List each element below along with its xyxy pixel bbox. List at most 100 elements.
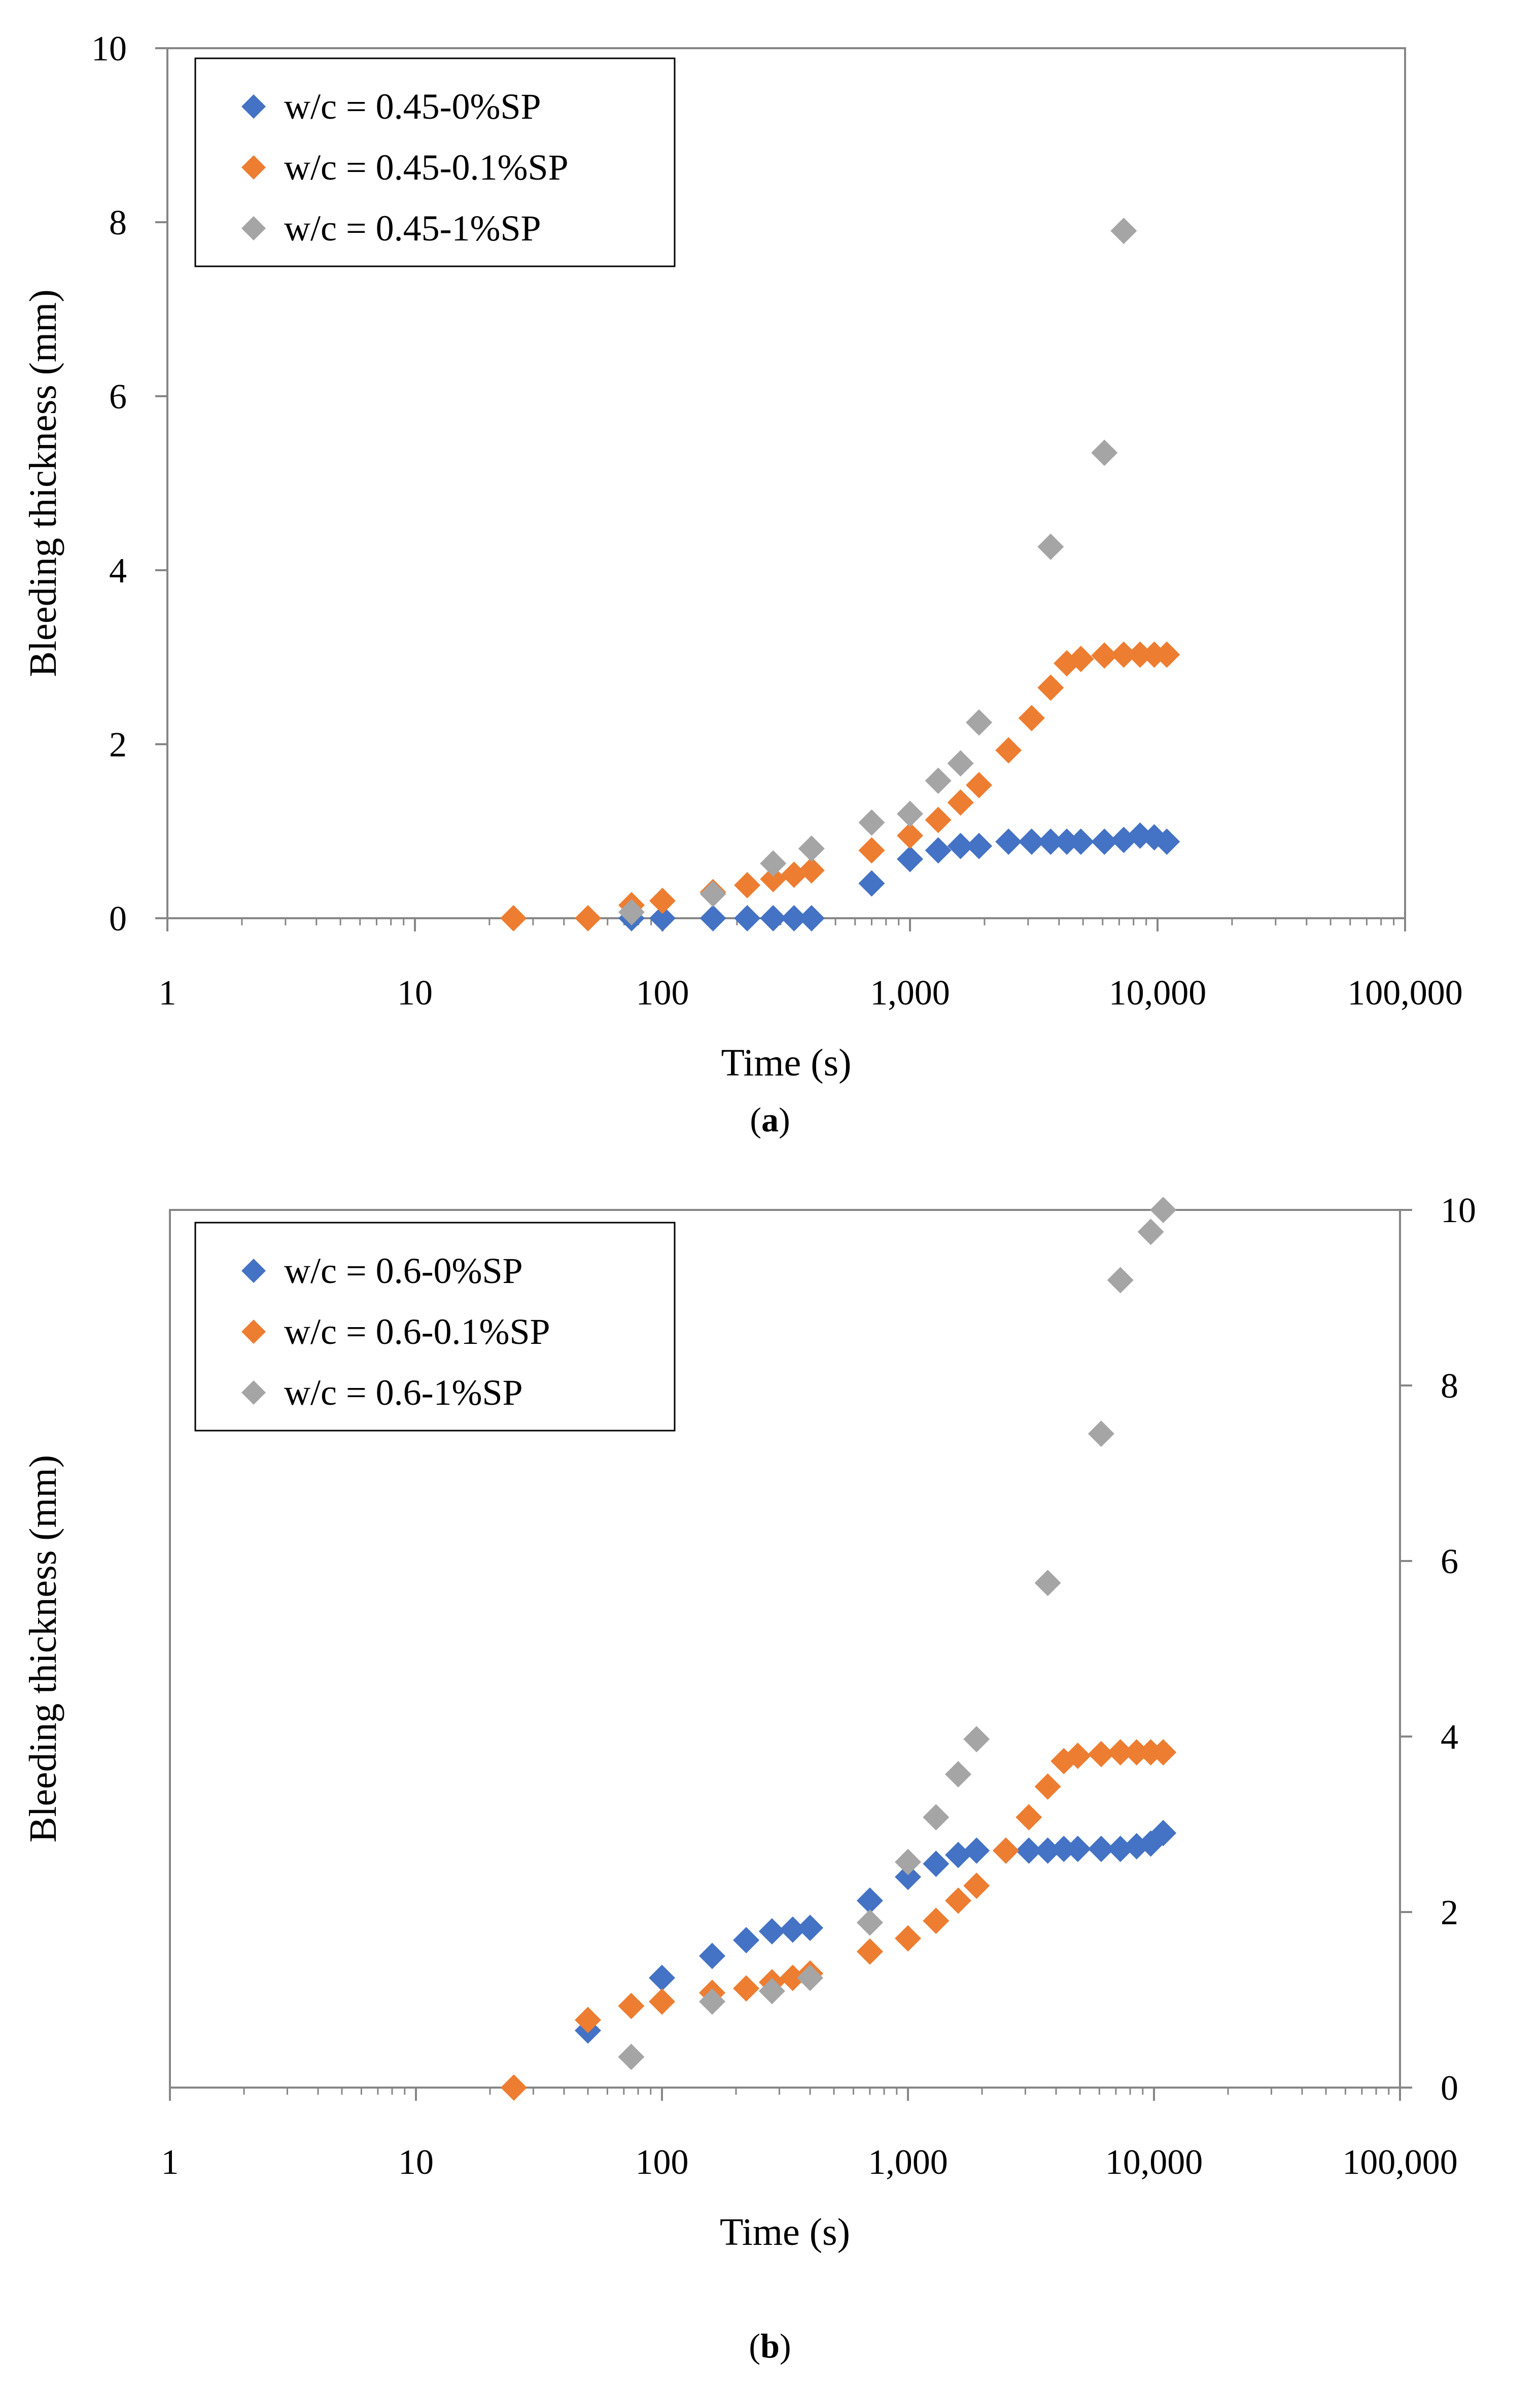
- chart-panel-b: 1 10 100 1,000 10,000 100,000 0 2 4 6 8 10 Time (s) B…: [22, 1197, 1476, 2253]
- data-point-b-s0: [733, 1927, 760, 1954]
- data-point-b-s2: [698, 1988, 725, 2015]
- data-point-a-s1: [1127, 641, 1153, 668]
- y-axis-title-a: Bleeding thickness (mm): [22, 289, 64, 677]
- legend-marker-b-s2: [241, 1380, 266, 1405]
- legend-label-a-s2: w/c = 0.45-1%SP: [284, 208, 541, 249]
- data-point-b-s0: [944, 1842, 971, 1868]
- data-point-b-s1: [1064, 1743, 1091, 1770]
- data-point-b-s2: [618, 2043, 645, 2070]
- y-tick-label-b: 6: [1441, 1542, 1458, 1581]
- data-point-a-s0: [1091, 828, 1118, 855]
- plot-area-b: [169, 1209, 1401, 2089]
- data-point-b-s0: [758, 1918, 785, 1945]
- data-point-b-s1: [895, 1925, 921, 1952]
- x-tick-label-a: 100,000: [1347, 974, 1463, 1013]
- data-point-a-s0: [1018, 828, 1045, 855]
- data-point-a-s2: [966, 709, 993, 736]
- x-tick-label-b: 100: [636, 2143, 689, 2182]
- data-point-b-s0: [1051, 1835, 1077, 1862]
- data-point-a-s0: [699, 905, 726, 931]
- data-point-a-s0: [1054, 828, 1080, 855]
- data-point-a-s1: [575, 905, 602, 931]
- y-tick-label-a: 10: [91, 29, 127, 68]
- data-point-a-s1: [500, 905, 527, 931]
- data-point-b-s1: [1107, 1739, 1134, 1766]
- legend-label-b-s0: w/c = 0.6-0%SP: [284, 1251, 523, 1291]
- data-point-b-s2: [856, 1909, 883, 1936]
- data-point-a-s0: [1037, 828, 1064, 855]
- data-point-b-s2: [1137, 1219, 1164, 1245]
- data-point-a-s0: [734, 905, 761, 931]
- data-point-b-s2: [1034, 1570, 1061, 1597]
- y-tick-label-b: 0: [1441, 2069, 1458, 2108]
- data-point-b-s1: [963, 1872, 990, 1899]
- y-tick-label-a: 8: [109, 203, 127, 242]
- y-tick-label-a: 4: [109, 551, 127, 591]
- legend-box-a: [194, 57, 676, 267]
- data-point-a-s2: [1091, 439, 1118, 466]
- data-point-b-s1: [1088, 1741, 1114, 1767]
- data-point-b-s1: [1034, 1773, 1061, 1800]
- y-tick-label-a: 6: [109, 377, 127, 417]
- x-tick-label-a: 1: [159, 974, 177, 1013]
- data-point-a-s1: [760, 865, 787, 892]
- y-tick-label-b: 4: [1441, 1718, 1458, 1757]
- x-axis-title-b: Time (s): [720, 2211, 850, 2253]
- data-point-b-s0: [856, 1887, 883, 1914]
- data-point-a-s0: [798, 905, 825, 931]
- data-point-b-s1: [733, 1975, 760, 2002]
- x-tick-label-b: 1: [161, 2143, 179, 2182]
- data-point-a-s1: [734, 872, 761, 898]
- data-point-b-s1: [944, 1887, 971, 1914]
- data-point-a-s1: [1091, 642, 1118, 669]
- data-point-b-s2: [895, 1849, 921, 1876]
- data-point-b-s0: [1107, 1835, 1134, 1862]
- data-point-a-s2: [925, 768, 952, 794]
- data-point-b-s2: [944, 1761, 971, 1788]
- data-point-a-s2: [897, 801, 923, 827]
- data-point-a-s0: [1153, 828, 1180, 855]
- data-point-b-s1: [993, 1837, 1020, 1864]
- data-point-b-s2: [758, 1977, 785, 2004]
- data-point-b-s1: [856, 1938, 883, 1965]
- caption-a-letter: a: [761, 1100, 779, 1139]
- data-point-b-s2: [796, 1964, 823, 1991]
- x-tick-label-b: 10,000: [1105, 2143, 1203, 2182]
- caption-b-letter: b: [760, 2327, 780, 2365]
- data-point-a-s0: [925, 837, 952, 864]
- legend-marker-a-s2: [241, 216, 266, 240]
- data-point-b-s0: [698, 1942, 725, 1969]
- data-point-b-s0: [1064, 1835, 1091, 1862]
- y-tick-label-a: 0: [109, 899, 127, 939]
- data-point-b-s2: [923, 1804, 950, 1831]
- y-axis-title-b: Bleeding thickness (mm): [22, 1455, 64, 1843]
- data-point-b-s0: [895, 1863, 921, 1890]
- data-point-a-s0: [760, 905, 787, 931]
- data-point-b-s2: [1107, 1267, 1134, 1294]
- data-point-b-s0: [1016, 1837, 1042, 1864]
- data-point-a-s2: [618, 898, 645, 925]
- x-tick-label-a: 10: [397, 974, 433, 1013]
- data-point-b-s2: [963, 1726, 990, 1753]
- legend-marker-b-s0: [241, 1259, 266, 1283]
- data-point-b-s2: [1150, 1197, 1177, 1223]
- data-point-b-s1: [1150, 1739, 1177, 1766]
- data-point-a-s1: [1110, 641, 1137, 668]
- data-point-b-s0: [796, 1915, 823, 1941]
- chart-panel-a: 1 10 100 1,000 10,000 100,000 0 2 4 6 8 10 Time (s) B…: [22, 29, 1463, 1084]
- data-point-a-s2: [798, 835, 825, 862]
- data-point-b-s2: [1088, 1420, 1114, 1447]
- data-point-a-s1: [995, 737, 1022, 764]
- legend-marker-a-s0: [241, 94, 266, 119]
- data-point-a-s1: [649, 887, 676, 914]
- data-point-a-s0: [1067, 828, 1094, 855]
- data-point-a-s1: [1067, 645, 1094, 672]
- caption-a: (a): [750, 1100, 790, 1139]
- data-point-b-s0: [1150, 1820, 1177, 1847]
- data-point-a-s1: [1037, 674, 1064, 701]
- data-point-b-s1: [575, 2006, 602, 2033]
- data-point-a-s0: [858, 870, 885, 897]
- data-point-b-s1: [1123, 1739, 1150, 1766]
- legend-label-b-s2: w/c = 0.6-1%SP: [284, 1372, 523, 1413]
